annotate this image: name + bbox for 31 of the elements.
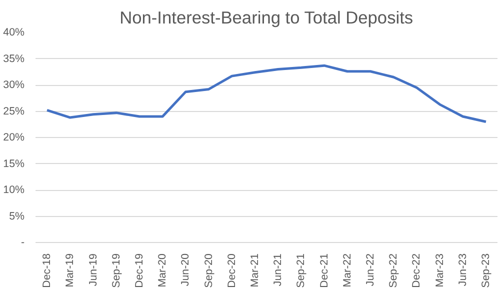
line-series [46,64,488,123]
x-tick-label: Sep-21 [295,253,308,288]
x-tick-label: Dec-18 [41,253,54,288]
x-tick-label: Dec-20 [226,253,238,288]
x-tick-label: Mar-19 [64,253,76,288]
x-tick-label: Sep-22 [388,253,400,288]
y-tick-label: 10% [3,184,26,196]
y-tick-label: 30% [3,79,26,91]
x-tick-label: Dec-21 [318,253,330,288]
x-tick-label: Sep-19 [110,253,122,288]
x-tick-label: Sep-20 [202,253,215,288]
y-tick-label: 15% [3,158,26,170]
x-tick-label: Jun-19 [87,253,100,286]
y-tick-label: 25% [3,105,26,118]
x-tick-label: Sep-23 [480,253,492,288]
x-tick-label: Jun-23 [456,253,469,286]
chart-title: Non-Interest-Bearing to Total Deposits [120,8,414,28]
x-tick-label: Jun-20 [180,253,192,286]
x-tick-label: Dec-19 [133,253,146,288]
y-tick-label: 5% [9,210,26,222]
x-tick-label: Dec-22 [410,253,423,288]
y-tick-label: - [20,236,25,248]
y-tick-label: 20% [3,132,26,144]
x-tick-label: Jun-21 [272,253,284,286]
x-tick-label: Mar-20 [156,253,169,288]
x-tick-label: Mar-22 [341,253,354,288]
x-tick-label: Mar-21 [248,253,261,288]
y-tick-label: 35% [3,52,26,65]
y-tick-label: 40% [3,26,26,38]
x-tick-label: Mar-23 [434,253,446,288]
x-tick-label: Jun-22 [364,253,376,286]
